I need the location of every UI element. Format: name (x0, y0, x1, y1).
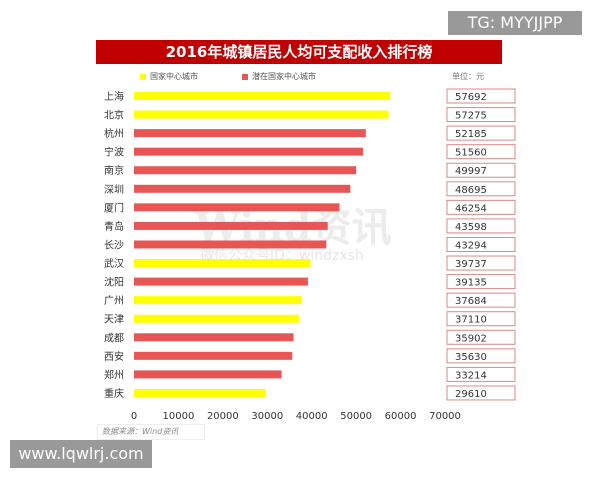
value-box (446, 125, 516, 141)
category-label: 杭州 (104, 127, 124, 140)
bar (134, 184, 351, 193)
bar (134, 259, 311, 268)
value-box (446, 311, 516, 327)
value-box (446, 199, 516, 215)
value-label: 57692 (455, 92, 487, 103)
value-label: 35630 (455, 352, 487, 363)
category-label: 深圳 (104, 184, 124, 196)
category-label: 宁波 (104, 146, 124, 159)
x-tick-label: 10000 (163, 411, 195, 422)
value-label: 52185 (455, 129, 487, 140)
bar (134, 351, 293, 360)
chart-title: 2016年城镇居民人均可支配收入排行榜 (96, 40, 502, 64)
x-tick-label: 20000 (207, 411, 239, 422)
value-box (446, 348, 516, 364)
category-label: 南京 (104, 164, 124, 177)
legend-swatch (242, 73, 248, 80)
x-tick-label: 50000 (340, 411, 372, 422)
category-label: 重庆 (104, 387, 124, 400)
category-label: 西安 (104, 350, 124, 363)
source-note: 数据来源：Wind资讯 (97, 424, 205, 440)
bar (134, 314, 299, 323)
legend-label: 潜在国家中心城市 (252, 72, 316, 81)
bar (134, 370, 282, 379)
value-label: 57275 (455, 111, 487, 122)
category-label: 上海 (104, 90, 124, 103)
bar (134, 203, 340, 212)
unit-label: 单位：元 (452, 72, 484, 81)
bar (134, 129, 366, 138)
value-box (446, 255, 516, 271)
bar (134, 166, 357, 175)
value-label: 35902 (455, 333, 487, 344)
legend-label: 国家中心城市 (150, 72, 198, 81)
bar (134, 296, 302, 305)
bar (134, 240, 327, 249)
x-tick-label: 40000 (296, 411, 328, 422)
value-label: 49997 (455, 166, 487, 177)
legend-item-potential: 潜在国家中心城市 (242, 71, 316, 82)
value-label: 43598 (455, 222, 487, 233)
value-label: 46254 (455, 203, 487, 214)
x-tick-label: 30000 (251, 411, 283, 422)
x-tick-label: 70000 (429, 411, 461, 422)
category-label: 厦门 (104, 201, 124, 214)
value-box (446, 366, 516, 382)
tag-overlay: TG: MYYJJPP (448, 11, 582, 35)
legend-swatch (140, 73, 146, 80)
value-label: 29610 (455, 389, 487, 400)
value-box (446, 274, 516, 290)
value-label: 48695 (455, 185, 487, 196)
value-box (446, 162, 516, 178)
bar (134, 333, 294, 342)
category-label: 武汉 (104, 257, 124, 270)
legend-item-national: 国家中心城市 (140, 71, 198, 82)
value-label: 43294 (455, 240, 487, 251)
value-box (446, 144, 516, 160)
bar (134, 277, 308, 286)
bar (134, 388, 266, 397)
category-label: 天津 (104, 314, 124, 326)
category-label: 郑州 (104, 368, 124, 381)
value-box (446, 329, 516, 345)
value-box (446, 236, 516, 252)
bar (134, 147, 364, 156)
category-label: 成都 (104, 332, 124, 344)
value-label: 39135 (455, 278, 487, 289)
value-box (446, 218, 516, 234)
bar (134, 221, 328, 230)
value-box (446, 385, 516, 401)
value-label: 39737 (455, 259, 487, 270)
x-tick-label: 60000 (385, 411, 417, 422)
category-label: 青岛 (104, 220, 124, 233)
bar (134, 92, 391, 100)
value-label: 37110 (455, 315, 487, 326)
url-overlay: www.lqwlrj.com (10, 440, 152, 468)
value-box (446, 181, 516, 197)
category-label: 北京 (104, 109, 124, 122)
value-box (446, 107, 516, 123)
x-tick-label: 0 (131, 411, 137, 422)
value-box (446, 292, 516, 308)
category-label: 长沙 (104, 239, 124, 251)
bar (134, 110, 389, 119)
value-label: 51560 (455, 148, 487, 159)
category-label: 广州 (104, 295, 124, 307)
category-label: 沈阳 (104, 276, 124, 289)
value-label: 33214 (455, 370, 487, 381)
value-label: 37684 (455, 296, 487, 307)
value-box (446, 88, 516, 104)
